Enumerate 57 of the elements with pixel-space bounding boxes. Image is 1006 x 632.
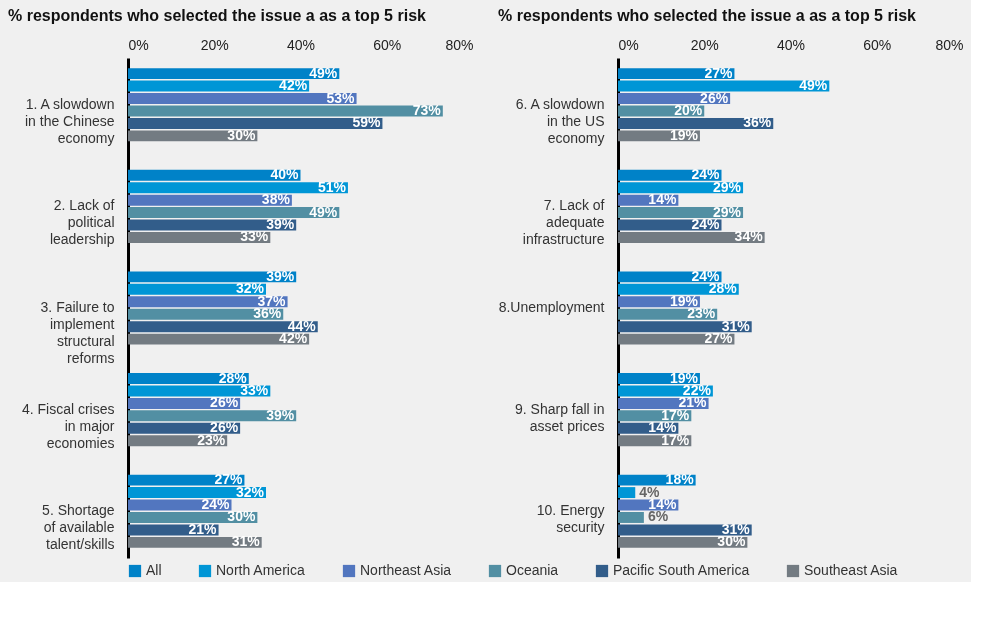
data-label: 21% bbox=[188, 520, 218, 537]
x-tick-label: 20% bbox=[200, 36, 229, 53]
data-label: 31% bbox=[231, 533, 261, 550]
data-label: 39% bbox=[266, 216, 295, 233]
data-label: 53% bbox=[326, 89, 356, 106]
data-label: 59% bbox=[352, 114, 381, 131]
data-label: 18% bbox=[665, 471, 695, 488]
data-label: 49% bbox=[309, 203, 338, 220]
legend-label: Northeast Asia bbox=[360, 562, 452, 578]
x-tick-label: 60% bbox=[373, 36, 402, 53]
data-label: 6% bbox=[647, 508, 669, 525]
y-tick-label: 10. Energy security bbox=[536, 502, 605, 536]
y-tick-label: 1. A slowdown in the Chinese economy bbox=[24, 95, 115, 146]
y-tick-label: 7. Lack of adequate infrastructure bbox=[522, 197, 605, 248]
data-label: 27% bbox=[704, 64, 733, 81]
data-label: 34% bbox=[734, 228, 764, 245]
y-tick-label: 4. Fiscal crises in major economies bbox=[21, 400, 115, 451]
y-tick-label: 9. Sharp fall in asset prices bbox=[515, 400, 605, 434]
data-label: 49% bbox=[309, 64, 338, 81]
data-label: 14% bbox=[648, 191, 677, 208]
x-tick-label: 80% bbox=[935, 36, 964, 53]
data-label: 26% bbox=[700, 89, 729, 106]
x-tick-label: 60% bbox=[863, 36, 892, 53]
chart-title: % respondents who selected the issue a as a top 5 risk bbox=[8, 7, 427, 24]
legend-label: Oceania bbox=[506, 562, 559, 578]
data-label: 38% bbox=[261, 191, 291, 208]
data-label: 19% bbox=[669, 369, 699, 386]
data-label: 4% bbox=[639, 483, 661, 500]
x-tick-label: 20% bbox=[690, 36, 719, 53]
y-tick-label: 2. Lack of political leadership bbox=[49, 197, 115, 248]
data-label: 42% bbox=[279, 77, 308, 94]
y-tick-label: 5. Shortage of available talent/skills bbox=[42, 502, 115, 553]
data-label: 30% bbox=[227, 126, 256, 143]
legend-label: Southeast Asia bbox=[804, 562, 898, 578]
data-label: 33% bbox=[240, 228, 269, 245]
legend-label: Pacific South America bbox=[613, 562, 750, 578]
x-tick-label: 0% bbox=[128, 36, 149, 53]
legend-label: North America bbox=[216, 562, 305, 578]
data-label: 49% bbox=[799, 77, 828, 94]
x-tick-label: 80% bbox=[445, 36, 474, 53]
data-label: 73% bbox=[412, 101, 442, 118]
y-tick-label: 6. A slowdown in the US economy bbox=[515, 95, 605, 146]
data-label: 26% bbox=[210, 394, 239, 411]
data-label: 28% bbox=[218, 369, 248, 386]
data-label: 36% bbox=[743, 114, 772, 131]
data-label: 19% bbox=[669, 126, 699, 143]
data-label: 39% bbox=[266, 267, 295, 284]
y-tick-label: 8.Unemployment bbox=[498, 299, 605, 315]
data-label: 39% bbox=[266, 406, 295, 423]
x-tick-label: 0% bbox=[618, 36, 639, 53]
data-label: 40% bbox=[270, 166, 300, 183]
x-tick-label: 40% bbox=[776, 36, 806, 53]
y-tick-label: 3. Failure to implement structural reforms bbox=[40, 299, 115, 366]
chart-title: % respondents who selected the issue a as a top 5 risk bbox=[498, 7, 917, 24]
legend-label: All bbox=[146, 562, 162, 578]
x-tick-label: 40% bbox=[286, 36, 316, 53]
data-label: 51% bbox=[317, 178, 347, 195]
